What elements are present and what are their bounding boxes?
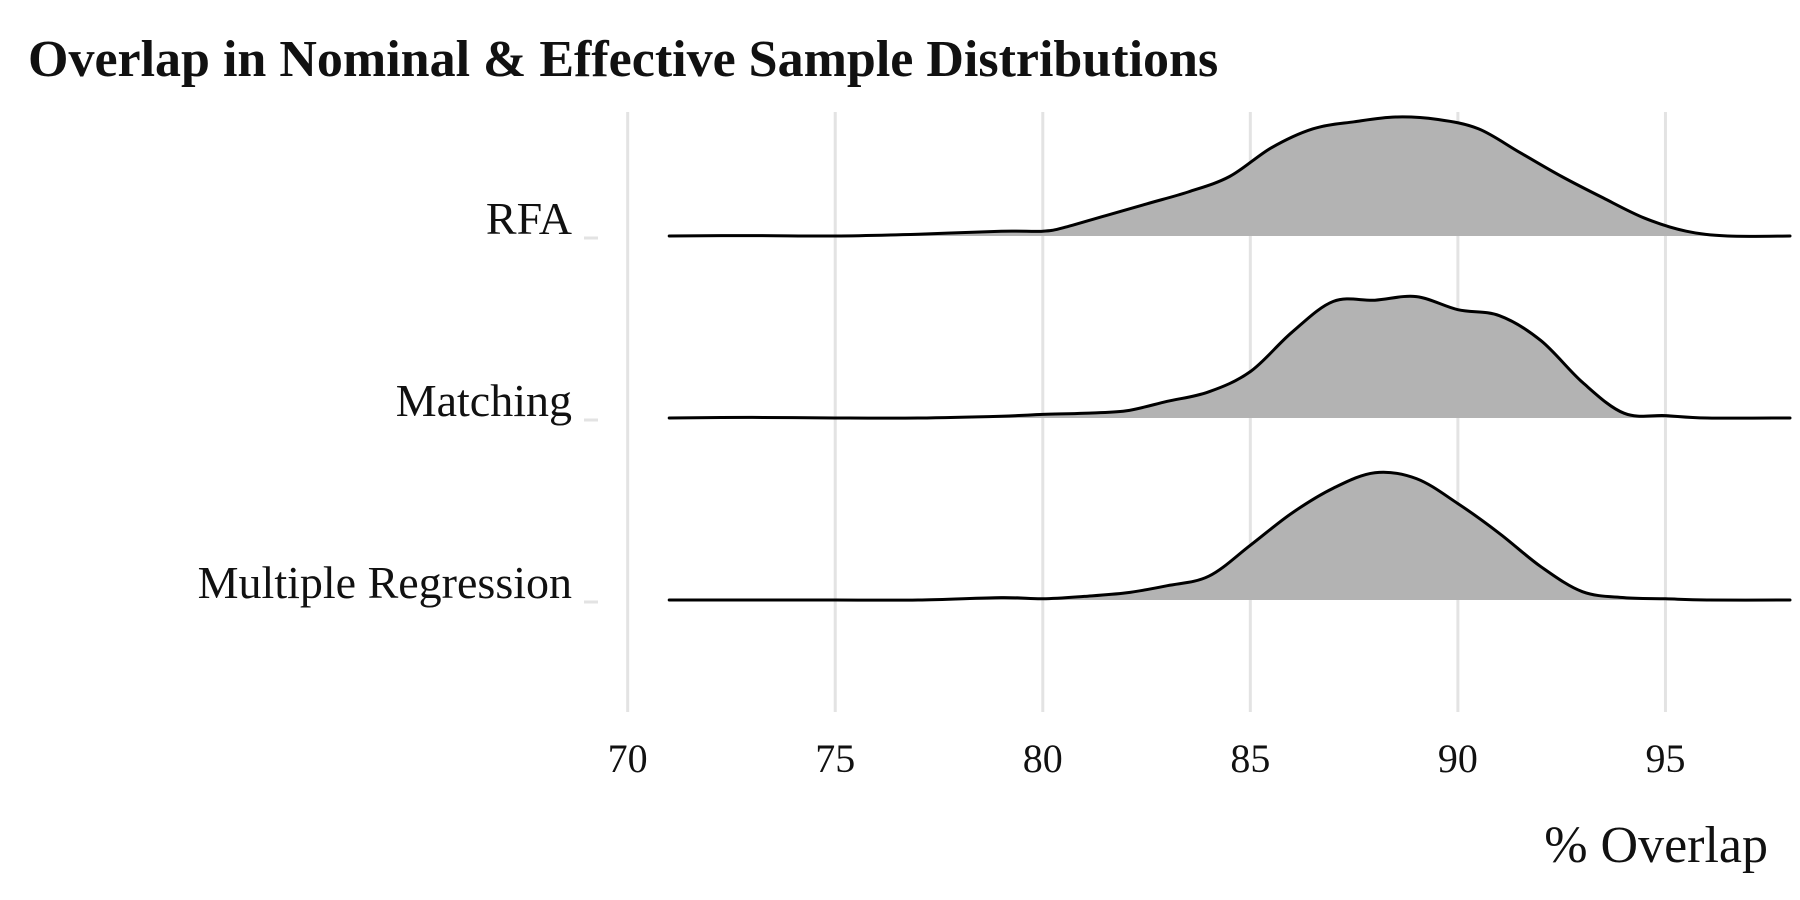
ridge-fill-multiple-regression: [669, 472, 1791, 601]
category-label: Multiple Regression: [198, 557, 572, 608]
x-axis: 70 75 80 85 90 95: [608, 736, 1686, 781]
ridge-rfa: [667, 115, 1792, 238]
density-ridges: [667, 115, 1792, 602]
x-tick-label-75: 75: [815, 736, 855, 781]
x-tick-label-80: 80: [1023, 736, 1063, 781]
x-tick-label-70: 70: [608, 736, 648, 781]
ridge-fill-matching: [669, 296, 1791, 419]
x-tick-label-95: 95: [1645, 736, 1685, 781]
chart-title: Overlap in Nominal & Effective Sample Di…: [28, 31, 1218, 88]
category-label: RFA: [486, 193, 572, 244]
x-axis-title: % Overlap: [1544, 817, 1768, 874]
ridge-multiple-regression: [667, 470, 1792, 602]
x-tick-label-90: 90: [1438, 736, 1478, 781]
ridge-line-rfa: [667, 115, 1792, 238]
ridge-line-matching: [667, 294, 1792, 420]
ridge-matching: [667, 294, 1792, 420]
x-tick-label-85: 85: [1230, 736, 1270, 781]
category-axis: RFA Matching Multiple Regression: [198, 193, 598, 608]
category-label: Matching: [396, 375, 572, 426]
ridge-line-multiple-regression: [667, 470, 1792, 602]
